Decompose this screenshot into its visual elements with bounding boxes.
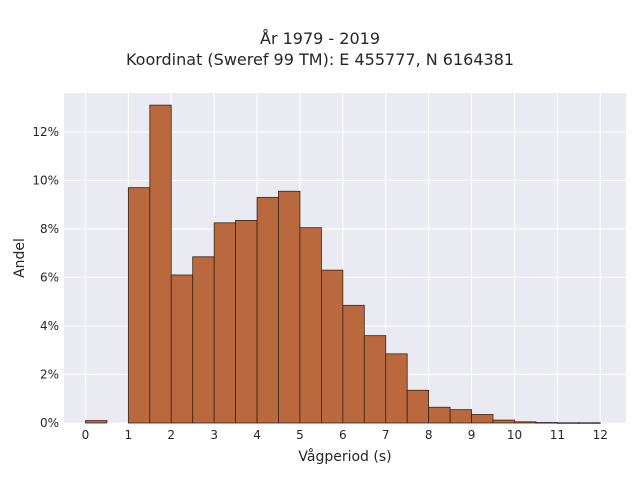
x-tick-label: 1 — [125, 428, 133, 442]
histogram-bar — [278, 190, 301, 424]
x-axis-ticks: 0 1 2 3 4 5 6 7 8 9 10 11 12 — [82, 428, 608, 442]
x-tick-label: 5 — [296, 428, 304, 442]
histogram-bar — [428, 406, 451, 424]
y-axis-ticks: 0% 2% 4% 6% 8% 10% 12% — [32, 125, 59, 430]
x-tick-label: 7 — [382, 428, 390, 442]
histogram-bar — [363, 335, 387, 424]
y-tick-label: 12% — [32, 125, 59, 139]
chart-subtitle: Koordinat (Sweref 99 TM): E 455777, N 61… — [125, 50, 515, 69]
x-tick-label: 11 — [550, 428, 565, 442]
x-axis-label: Vågperiod (s) — [298, 448, 391, 465]
histogram-bar — [235, 219, 258, 424]
bars — [85, 104, 601, 424]
histogram-bar — [299, 227, 322, 424]
x-tick-label: 4 — [253, 428, 261, 442]
x-tick-label: 6 — [339, 428, 347, 442]
x-tick-label: 8 — [425, 428, 433, 442]
histogram-bar — [149, 104, 172, 424]
histogram-bar — [170, 274, 194, 424]
x-tick-label: 10 — [507, 428, 522, 442]
histogram-bar — [256, 196, 279, 424]
x-tick-label: 3 — [210, 428, 218, 442]
histogram-bar — [85, 420, 108, 424]
histogram-bar — [342, 304, 365, 424]
histogram-bar — [385, 353, 408, 424]
histogram-bar — [213, 222, 237, 424]
histogram-bar — [406, 389, 430, 424]
histogram-bar — [514, 421, 537, 424]
histogram-bar — [471, 414, 494, 424]
x-tick-label: 2 — [167, 428, 175, 442]
y-tick-label: 10% — [32, 173, 59, 187]
histogram-bar — [492, 419, 515, 424]
y-tick-label: 2% — [40, 367, 59, 381]
histogram-bar — [127, 187, 151, 424]
histogram-bar — [321, 269, 344, 424]
histogram-bar — [535, 422, 558, 424]
y-tick-label: 8% — [40, 222, 59, 236]
histogram-bar — [578, 422, 601, 424]
y-tick-label: 4% — [40, 319, 59, 333]
histogram-bar — [556, 422, 580, 424]
y-tick-label: 0% — [40, 416, 59, 430]
x-tick-label: 12 — [593, 428, 608, 442]
histogram-bar — [192, 256, 215, 424]
x-tick-label: 9 — [468, 428, 476, 442]
histogram-bar — [449, 409, 472, 424]
y-tick-label: 6% — [40, 270, 59, 284]
x-tick-label: 0 — [82, 428, 90, 442]
chart-title: År 1979 - 2019 — [260, 29, 380, 48]
y-axis-label: Andel — [12, 238, 28, 278]
